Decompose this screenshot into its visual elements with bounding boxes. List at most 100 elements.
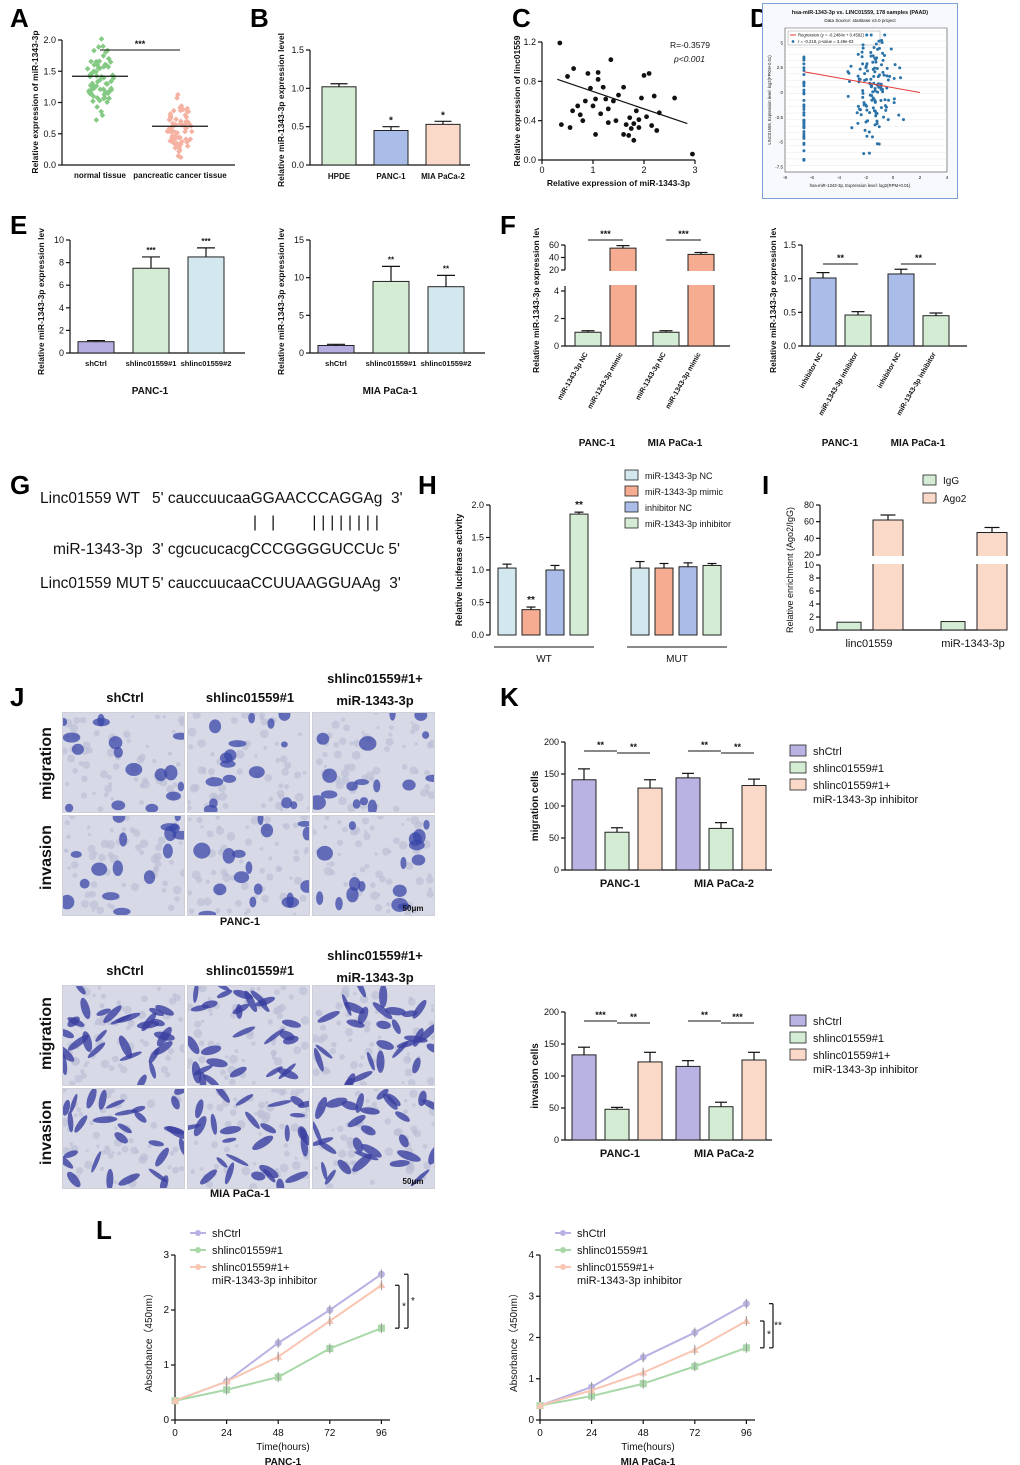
micro-texture: [258, 1132, 262, 1136]
c-point: [690, 151, 695, 157]
d-y-tick-label: 2.5: [777, 65, 784, 70]
micro-texture: [128, 1137, 134, 1144]
h-y-tick-label: 1.0: [471, 565, 484, 575]
h-y-tick-label: 0.0: [471, 630, 484, 640]
micro-texture: [246, 1031, 254, 1040]
micro-texture: [364, 863, 370, 869]
micro-texture: [256, 1109, 265, 1118]
micro-texture: [275, 865, 282, 872]
micro-texture: [87, 844, 96, 854]
d-legend-dot: [791, 40, 795, 43]
row-label-invasion: invasion: [38, 825, 55, 890]
c-point: [593, 132, 598, 137]
K1-y-tick-label: 0: [554, 865, 559, 875]
d-ylabel: LINC01559, Expression level: log2(FPKM+0…: [767, 55, 772, 145]
micro-texture: [210, 752, 215, 757]
micro-texture: [162, 880, 169, 887]
h-sig: **: [575, 500, 583, 511]
panel-label-c: C: [512, 3, 531, 33]
micro-texture: [323, 824, 328, 830]
micro-cell: [205, 777, 224, 787]
E1-bar: [77, 341, 115, 354]
micro-texture: [394, 1127, 403, 1137]
micro-cell: [67, 1111, 74, 1133]
micro-cell: [67, 1171, 81, 1188]
d-point: [865, 69, 869, 73]
micro-texture: [294, 876, 303, 885]
micro-texture: [426, 1077, 434, 1085]
micro-texture: [359, 867, 366, 873]
b-x-category: HPDE: [328, 172, 351, 181]
micro-texture: [139, 800, 145, 805]
micro-cell: [233, 871, 250, 884]
b-y-tick-label: 0.0: [291, 160, 304, 170]
micro-texture: [151, 758, 157, 764]
micro-texture: [363, 832, 371, 841]
c-point: [621, 84, 626, 90]
d-x-tick-label: -6: [810, 175, 814, 180]
micro-cell: [412, 1057, 421, 1074]
micro-cell: [400, 856, 407, 870]
micro-cell: [392, 884, 407, 897]
L2-x-tick-label: 24: [586, 1428, 598, 1439]
micro-texture: [125, 1025, 131, 1031]
L2-sig: *: [767, 1329, 771, 1340]
d-point: [874, 42, 878, 46]
micro-texture: [253, 1112, 258, 1116]
K2-legend-label: shlinc01559#1+: [813, 1050, 890, 1062]
K1-bar: [741, 785, 767, 871]
micro-texture: [419, 821, 423, 826]
i-y-tick-label: 4: [809, 599, 814, 609]
i-axis-break: [976, 556, 1008, 564]
micro-texture: [216, 825, 221, 830]
micro-texture: [85, 1149, 89, 1153]
micro-texture: [150, 1121, 158, 1129]
f1-group-label: PANC-1: [579, 438, 616, 449]
chart-d: hsa-miR-1343-3p vs. LINC01559, 178 sampl…: [767, 10, 949, 188]
micro-texture: [293, 855, 300, 862]
h-group-label: WT: [536, 654, 552, 665]
row-label-migration: migration: [38, 727, 55, 800]
L2-legend-marker: [560, 1247, 566, 1253]
micro-cell: [119, 832, 128, 847]
micro-texture: [63, 747, 68, 755]
wt-label: Linc01559 WT: [40, 490, 140, 507]
micro-texture: [341, 769, 350, 778]
micro-texture: [206, 1103, 214, 1110]
L2-x-tick-label: 96: [741, 1428, 753, 1439]
L2-legend-marker: [560, 1230, 566, 1236]
micro-cell: [125, 762, 143, 777]
micro-texture: [215, 816, 220, 820]
micro-texture: [288, 994, 295, 1000]
micro-texture: [398, 841, 408, 850]
micro-texture: [292, 822, 299, 829]
micro-texture: [188, 908, 195, 915]
micro-texture: [338, 1149, 347, 1158]
f2-x-category: inhibitor NC: [799, 352, 825, 390]
c-point: [580, 118, 586, 124]
micro-texture: [359, 1080, 367, 1085]
L2-y-tick-label: 0: [528, 1415, 534, 1426]
micro-cell: [347, 1114, 366, 1128]
micro-texture: [239, 859, 244, 864]
micro-texture: [384, 1147, 394, 1156]
E2-y-tick-label: 10: [294, 273, 304, 283]
micro-image-cells: 50μm: [313, 1089, 434, 1188]
micro-texture: [241, 713, 249, 719]
d-point: [882, 54, 886, 58]
f1-x-category: miR-1343-3p mimic: [665, 351, 703, 410]
micro-texture: [369, 1041, 375, 1047]
micro-texture: [425, 789, 430, 794]
h-sig: **: [527, 595, 535, 606]
micro-cell: [252, 1135, 274, 1151]
K2-legend-label-2: miR-1343-3p inhibitor: [813, 1064, 918, 1076]
c-point: [557, 40, 563, 46]
i-legend-label: Ago2: [943, 494, 967, 505]
micro-texture: [335, 781, 344, 790]
K2-sig: **: [701, 1010, 709, 1020]
micro-texture: [306, 806, 309, 810]
K2-legend-label: shlinc01559#1: [813, 1033, 884, 1045]
d-legend-stat: r = -0.218, p-value = 3.49e-03: [798, 39, 854, 44]
d-regression-line: [803, 71, 921, 94]
